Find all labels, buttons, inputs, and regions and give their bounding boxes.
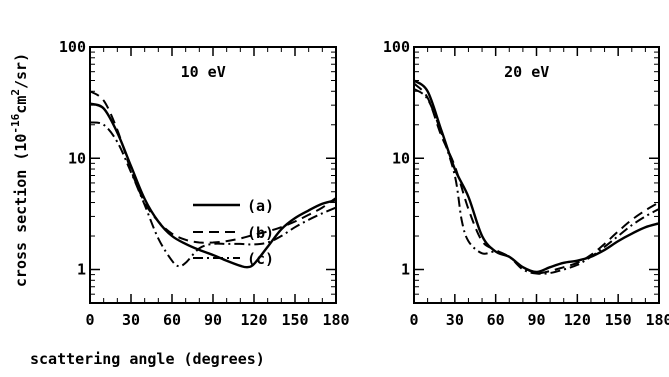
legend: (a) (b) (c) [193, 197, 274, 268]
x-tick-label: 120 [240, 311, 267, 329]
series-line-c [413, 88, 660, 275]
series-line-b [89, 90, 337, 244]
y-tick-label: 100 [59, 38, 86, 56]
y-tick-label: 1 [77, 261, 86, 279]
x-tick-label: 90 [527, 311, 545, 329]
plot-frame [89, 46, 337, 304]
panel-10ev: 0 30 60 90 120 150 180 1 10 100 10 eV [59, 38, 350, 329]
x-tick-label: 0 [85, 311, 94, 329]
x-tick-label: 0 [409, 311, 418, 329]
series-line-c [89, 121, 337, 268]
legend-label-a: (a) [247, 197, 274, 215]
y-tick-label: 10 [68, 149, 86, 167]
x-tick-label: 30 [446, 311, 464, 329]
series-line-b [413, 82, 660, 275]
x-tick-label: 150 [605, 311, 632, 329]
x-tick-label: 60 [487, 311, 505, 329]
x-tick-label: 180 [322, 311, 349, 329]
panel-title: 10 eV [181, 63, 226, 81]
series-line-a [413, 79, 660, 274]
x-tick-label: 90 [204, 311, 222, 329]
x-tick-label: 150 [281, 311, 308, 329]
legend-label-c: (c) [247, 250, 274, 268]
legend-label-b: (b) [247, 224, 274, 242]
plot-frame [413, 46, 660, 304]
y-tick-label: 10 [392, 149, 410, 167]
x-tick-label: 180 [645, 311, 669, 329]
y-tick-label: 100 [383, 38, 410, 56]
x-tick-label: 30 [122, 311, 140, 329]
y-tick-label: 1 [401, 261, 410, 279]
y-axis-label: cross section (10-16cm2/sr) [9, 53, 30, 287]
panel-title: 20 eV [504, 63, 549, 81]
x-axis-label: scattering angle (degrees) [30, 350, 265, 368]
x-tick-label: 60 [163, 311, 181, 329]
x-tick-label: 120 [564, 311, 591, 329]
panel-20ev: 0 30 60 90 120 150 180 1 10 100 20 eV [383, 38, 669, 329]
